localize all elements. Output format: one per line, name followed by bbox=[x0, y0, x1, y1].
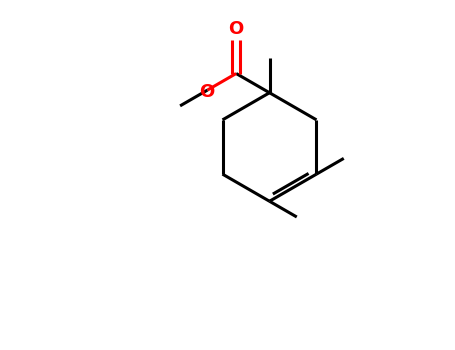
Text: O: O bbox=[199, 83, 214, 101]
Text: O: O bbox=[228, 21, 244, 38]
